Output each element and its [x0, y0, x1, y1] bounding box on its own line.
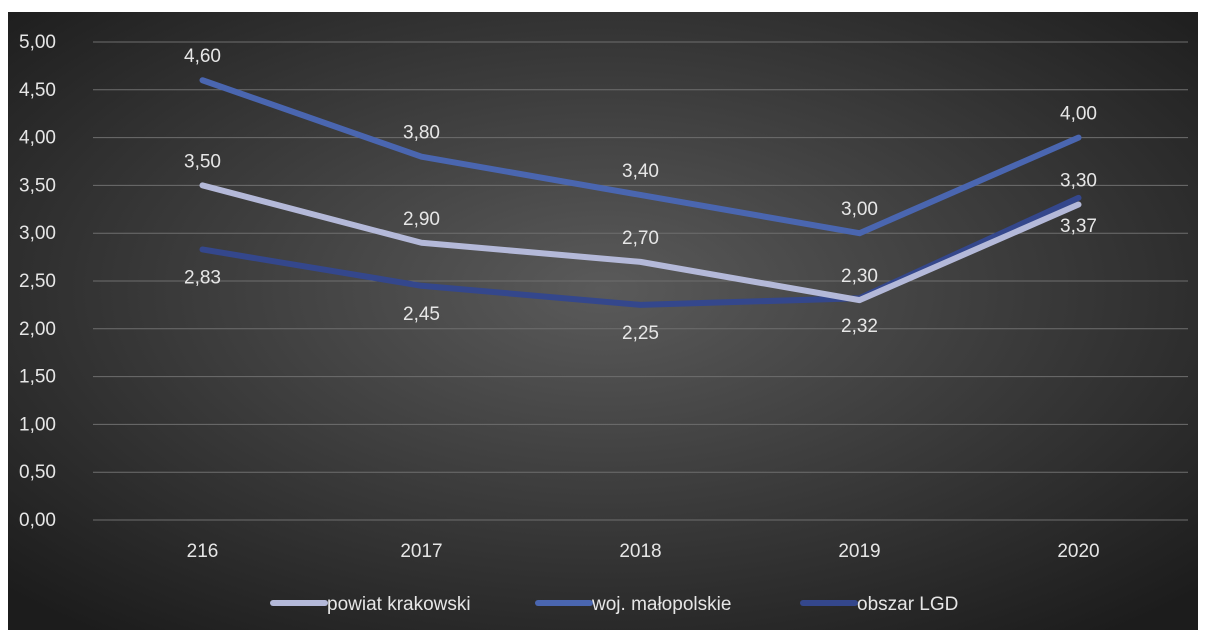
series-line-2	[199, 77, 1082, 237]
x-tick-label: 216	[187, 541, 219, 562]
y-tick-label: 3,50	[19, 175, 56, 196]
legend-label: woj. małopolskie	[591, 594, 731, 615]
y-tick-label: 2,00	[19, 319, 56, 340]
series-line-3	[199, 194, 1082, 308]
y-tick-label: 0,50	[19, 462, 56, 483]
x-tick-label: 2020	[1057, 541, 1099, 562]
data-label: 3,80	[403, 123, 440, 144]
y-tick-label: 5,00	[19, 32, 56, 53]
data-label: 2,83	[184, 267, 221, 288]
legend: powiat krakowski woj. małopolskie obszar L…	[270, 594, 958, 615]
y-tick-label: 2,50	[19, 271, 56, 292]
data-label: 3,30	[1060, 171, 1097, 192]
x-tick-label: 2017	[400, 541, 442, 562]
y-tick-label: 4,50	[19, 80, 56, 101]
data-label: 4,60	[184, 46, 221, 67]
gridlines	[93, 41, 1188, 521]
chart-background	[8, 12, 1198, 630]
data-label: 2,30	[841, 266, 878, 287]
y-tick-label: 4,00	[19, 128, 56, 149]
data-label: 4,00	[1060, 104, 1097, 125]
data-label: 2,90	[403, 209, 440, 230]
legend-label: obszar LGD	[857, 594, 958, 615]
x-tick-label: 2019	[838, 541, 880, 562]
data-label: 2,32	[841, 316, 878, 337]
y-tick-label: 1,00	[19, 414, 56, 435]
data-label: 3,50	[184, 151, 221, 172]
y-tick-label: 3,00	[19, 223, 56, 244]
series-line-1	[199, 182, 1082, 304]
data-label: 3,00	[841, 199, 878, 220]
y-tick-label: 0,00	[19, 510, 56, 531]
legend-label: powiat krakowski	[327, 594, 471, 615]
x-tick-label: 2018	[619, 541, 661, 562]
data-labels: 3,50 2,90 2,70 2,30 3,30 4,60 3,80 3,40 3,00 4,00…	[184, 46, 1097, 344]
chart-frame: 0,00 0,50 1,00 1,50 2,00 2,50 3,00 3,50 4,00 4,50…	[8, 12, 1198, 630]
data-label: 2,25	[622, 323, 659, 344]
y-axis: 0,00 0,50 1,00 1,50 2,00 2,50 3,00 3,50 4,00 4,50…	[19, 32, 56, 531]
data-label: 3,40	[622, 161, 659, 182]
y-tick-label: 1,50	[19, 367, 56, 388]
data-label: 3,37	[1060, 216, 1097, 237]
series-lines	[199, 77, 1082, 308]
x-axis: 216 2017 2018 2019 2020	[187, 541, 1100, 562]
data-label: 2,70	[622, 228, 659, 249]
line-chart: 0,00 0,50 1,00 1,50 2,00 2,50 3,00 3,50 4,00 4,50…	[8, 12, 1198, 630]
data-label: 2,45	[403, 304, 440, 325]
